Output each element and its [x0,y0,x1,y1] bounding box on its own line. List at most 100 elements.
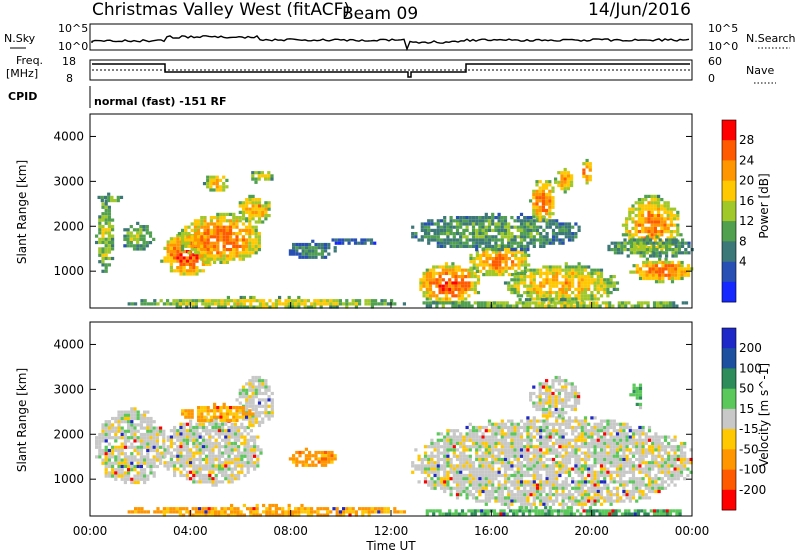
power-cell [488,253,492,257]
velocity-cell [192,464,196,468]
power-cell [213,244,217,248]
power-cell [449,228,453,232]
velocity-cell [123,439,127,443]
velocity-cell [330,457,334,461]
velocity-cell [155,464,159,469]
power-cell [257,177,261,181]
power-cell [107,192,111,196]
power-cell [657,233,661,237]
velocity-cell [439,467,444,471]
velocity-cell [452,467,456,471]
velocity-cell [221,454,225,458]
power-cell [254,198,258,202]
power-cell [651,264,655,268]
velocity-cell [561,416,565,420]
velocity-cell [166,510,170,514]
velocity-cell [358,507,362,511]
power-cell [213,235,217,239]
velocity-cell [241,417,246,421]
velocity-cell [239,513,243,517]
velocity-cell [484,467,488,471]
velocity-cell [130,423,134,427]
power-cell [222,175,226,179]
velocity-cell [622,429,626,433]
power-cell [674,238,678,242]
velocity-cell [217,429,221,433]
velocity-cell [338,510,342,514]
power-cell [471,238,476,242]
velocity-cell [571,467,575,471]
power-cell [98,260,102,264]
velocity-cell [201,429,205,433]
power-cell [513,225,517,229]
power-cell [661,264,665,268]
velocity-cell [516,445,520,449]
power-cell [558,291,562,295]
velocity-cell [156,510,160,514]
velocity-cell [494,432,498,436]
power-cell [216,216,220,220]
power-cell [510,238,514,242]
power-cell [257,207,262,211]
power-cell [478,225,482,229]
velocity-cell [241,388,246,392]
power-cell [519,235,524,239]
power-cell [641,230,645,234]
power-cell [640,304,644,308]
velocity-cell [101,426,105,430]
velocity-cell [143,439,147,443]
power-cell [210,302,214,306]
power-cell [104,240,108,245]
velocity-cell [561,432,565,436]
velocity-cell [136,439,140,443]
velocity-cell [423,451,428,455]
power-cell [670,267,675,271]
velocity-cell [417,454,421,458]
power-cell [233,299,237,303]
velocity-cell [580,457,584,462]
velocity-cell [172,510,176,514]
velocity-cell [564,445,568,449]
velocity-cell [104,455,108,459]
power-cell [274,305,278,309]
velocity-cell [197,412,201,416]
colorbar-swatch [722,180,736,202]
velocity-cell [491,438,495,442]
velocity-cell [227,435,231,439]
power-cell [473,291,477,295]
power-cell [460,294,465,298]
velocity-cell [686,457,690,462]
velocity-cell [481,470,485,474]
velocity-cell [287,510,291,514]
power-cell [620,304,625,308]
velocity-cell [535,457,540,462]
power-cell [636,301,641,305]
power-cell [326,302,330,306]
power-cell [213,225,217,229]
velocity-cell [651,441,655,446]
power-cell [110,199,114,203]
power-cell [223,299,227,303]
velocity-cell [251,420,255,424]
velocity-cell [152,461,156,465]
velocity-cell [173,429,177,433]
velocity-cell [657,454,661,458]
power-cell [443,244,447,248]
power-cell [482,253,486,257]
velocity-cell [182,448,186,452]
velocity-cell [211,454,215,458]
nsky-frame [89,23,693,51]
velocity-cell [133,477,137,481]
velocity-cell [529,432,533,436]
power-cell [425,284,429,288]
power-cell [532,235,536,239]
power-cell [650,226,654,230]
power-cell [292,249,296,253]
velocity-cell [149,423,153,427]
power-cell [577,281,581,285]
power-cell [209,188,213,192]
power-cell [516,244,520,248]
velocity-cell [130,436,134,440]
power-cell [271,305,275,309]
velocity-cell [561,435,565,439]
